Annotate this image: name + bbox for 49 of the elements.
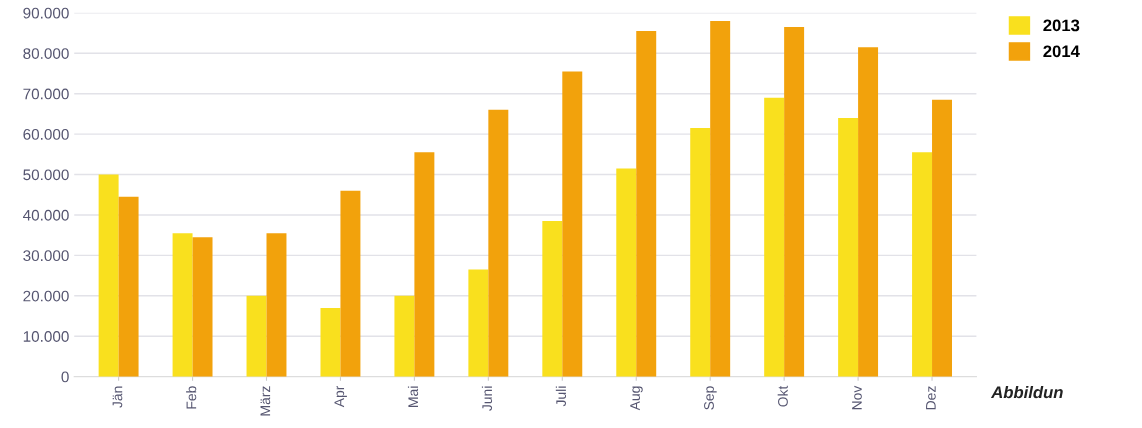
x-tick-label: Apr <box>334 385 347 408</box>
x-tick-label: Sep <box>704 386 717 410</box>
y-tick-label: 50.000 <box>23 169 69 181</box>
x-tick-label: Okt <box>777 385 788 407</box>
y-tick-label: 70.000 <box>23 88 69 100</box>
y-tick-label: 20.000 <box>23 290 69 302</box>
bar <box>542 221 563 377</box>
y-tick-label: 0 <box>61 371 69 383</box>
bar <box>858 47 879 377</box>
x-tick-label: Juni <box>481 386 493 411</box>
legend-label: 2013 <box>1043 19 1080 32</box>
x-tick-label: Aug <box>630 386 643 411</box>
bar <box>764 97 785 377</box>
bar <box>172 233 193 377</box>
legend-label: 2014 <box>1043 45 1080 58</box>
bar <box>192 237 213 377</box>
y-tick-label: 30.000 <box>23 250 69 262</box>
bar <box>266 233 287 377</box>
y-tick-label: 90.000 <box>23 7 69 19</box>
bar <box>932 99 953 377</box>
bar <box>710 20 731 377</box>
bar <box>912 152 933 377</box>
text: Abbildun <box>990 385 1063 399</box>
x-tick-label: Feb <box>186 386 197 409</box>
y-tick-label: 80.000 <box>23 48 69 59</box>
bar <box>468 269 489 377</box>
x-tick-label: März <box>260 386 271 416</box>
x-tick-label: Nov <box>852 385 862 410</box>
bar <box>394 295 415 377</box>
bar <box>118 196 139 377</box>
x-tick-label: Jän <box>112 386 123 408</box>
bar <box>320 307 341 377</box>
y-tick-label: 60.000 <box>23 128 69 140</box>
y-tick-label: 40.000 <box>23 209 69 221</box>
bar <box>246 295 267 377</box>
x-tick-label: Juli <box>555 386 567 407</box>
bar <box>636 31 657 377</box>
bar <box>414 152 435 377</box>
bar <box>784 26 805 377</box>
bar <box>616 168 637 377</box>
x-tick-label: Mai <box>407 386 419 407</box>
bar <box>838 117 859 377</box>
bar <box>488 109 509 377</box>
bar <box>562 71 583 377</box>
bar <box>340 190 361 377</box>
bar <box>690 128 711 377</box>
bar <box>98 174 119 377</box>
y-tick-label: 10.000 <box>23 331 69 342</box>
x-tick-label: Dez <box>926 386 936 410</box>
